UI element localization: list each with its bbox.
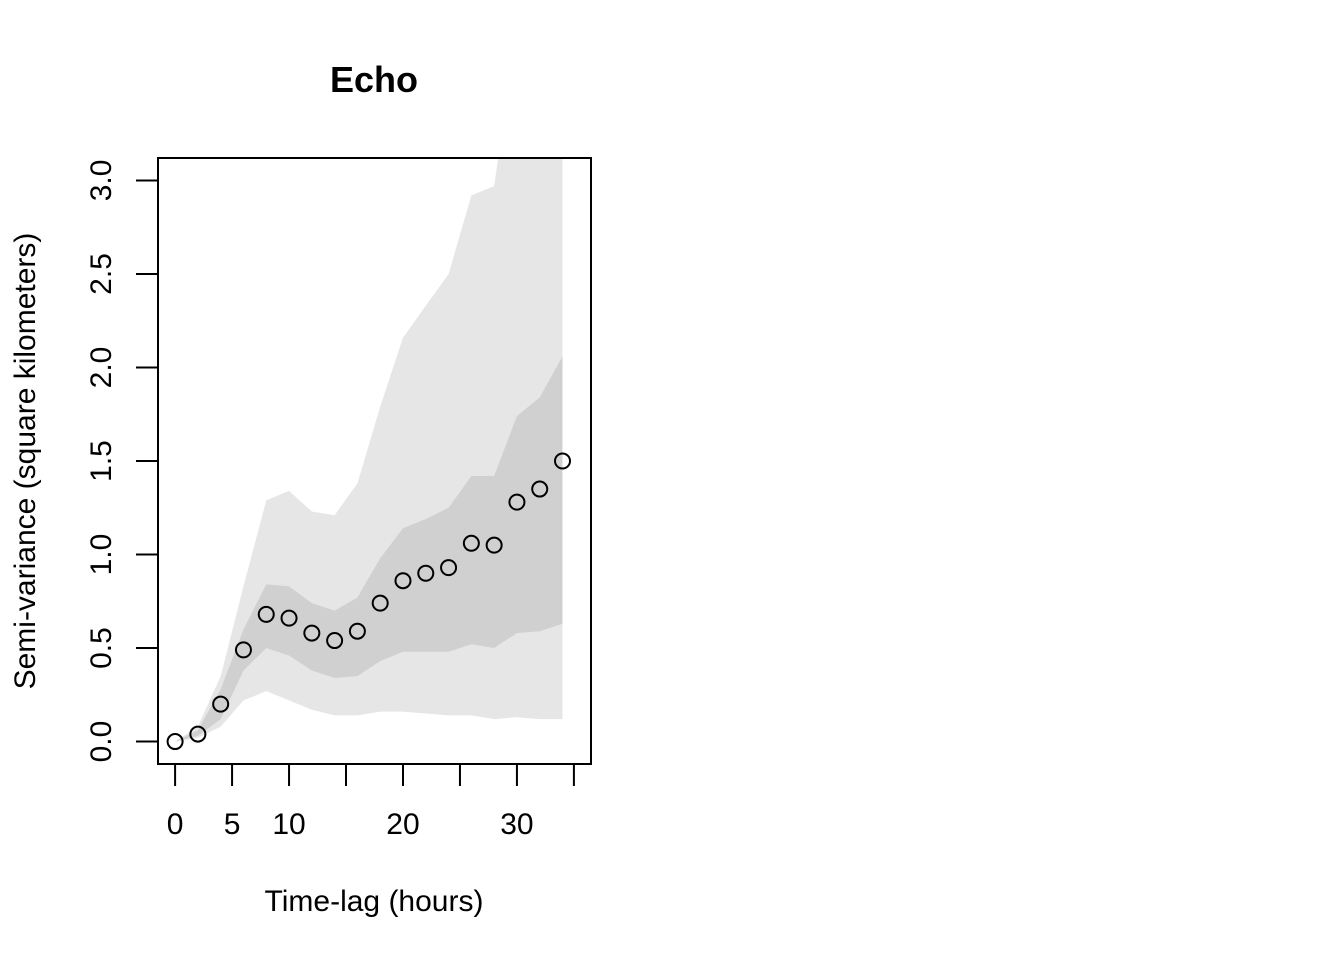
x-axis-label: Time-lag (hours) (265, 885, 484, 918)
y-tick-label: 1.0 (85, 534, 118, 576)
y-tick-label: 2.0 (85, 347, 118, 389)
data-point (303, 624, 321, 642)
data-point (417, 564, 435, 582)
x-axis: 0 5 10 20 30 (167, 763, 575, 841)
data-point (371, 594, 389, 612)
data-point (326, 632, 344, 650)
y-tick-label: 1.5 (85, 440, 118, 482)
data-point (394, 572, 412, 590)
data-point (485, 536, 503, 554)
data-point (440, 559, 458, 577)
y-tick-label: 3.0 (85, 160, 118, 202)
data-point (166, 733, 184, 751)
data-point (462, 534, 480, 552)
x-tick-label: 10 (272, 808, 305, 841)
data-point (348, 622, 366, 640)
x-tick-label: 5 (224, 808, 241, 841)
y-tick-label: 0.5 (85, 627, 118, 669)
data-point (212, 695, 230, 713)
data-point (554, 452, 572, 470)
data-point (280, 609, 298, 627)
data-point (234, 641, 252, 659)
data-point (257, 605, 275, 623)
y-axis: 0.0 0.5 1.0 1.5 2.0 2.5 3.0 (85, 160, 159, 763)
x-tick-label: 0 (167, 808, 184, 841)
data-point (531, 480, 549, 498)
y-tick-label: 0.0 (85, 721, 118, 763)
y-axis-label: Semi-variance (square kilometers) (9, 233, 42, 690)
x-tick-label: 30 (500, 808, 533, 841)
chart-title: Echo (330, 59, 418, 100)
confidence-bands (175, 158, 563, 742)
data-points (166, 452, 572, 751)
x-tick-label: 20 (386, 808, 419, 841)
data-point (189, 725, 207, 743)
inner-confidence-band (175, 356, 563, 742)
y-tick-label: 2.5 (85, 253, 118, 295)
data-point (508, 493, 526, 511)
